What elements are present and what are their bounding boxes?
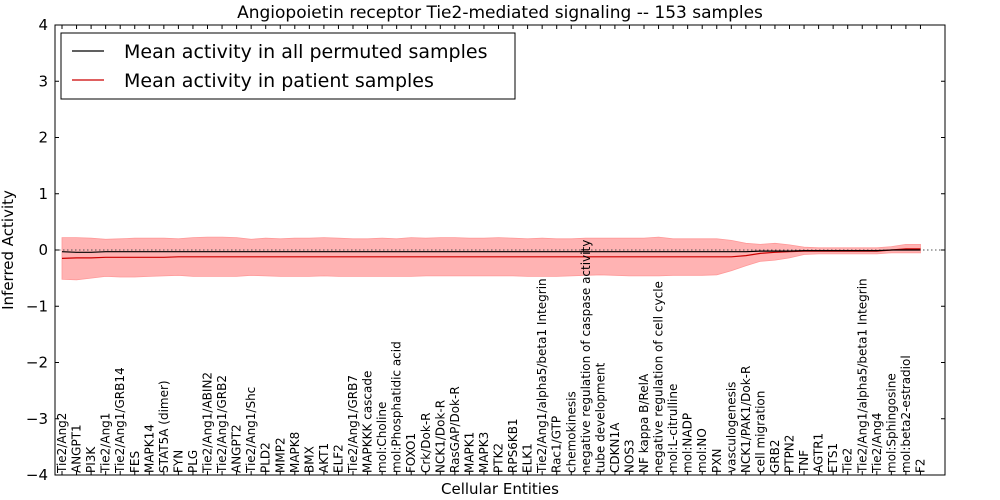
- x-tick-label: MMP2: [273, 437, 287, 473]
- x-tick-label: ELF2: [331, 444, 345, 473]
- x-tick-label: negative regulation of cell cycle: [652, 281, 666, 473]
- x-tick-label: mol:Sphingosine: [884, 373, 898, 473]
- x-tick-label: mol:Choline: [375, 402, 389, 473]
- x-tick-label: PXN: [710, 449, 724, 473]
- x-tick-label: RPS6KB1: [506, 418, 520, 473]
- x-tick-label: FYN: [171, 450, 185, 473]
- x-tick-label: STAT5A (dimer): [157, 380, 171, 473]
- y-tick-label: 1: [38, 185, 48, 203]
- series-line-permuted: [61, 249, 921, 253]
- x-tick-label: Tie2/Ang1/GRB7: [346, 375, 360, 474]
- legend: Mean activity in all permuted samples Me…: [60, 32, 516, 100]
- x-tick-label: AKT1: [317, 443, 331, 473]
- x-tick-label: F2: [914, 458, 928, 473]
- x-tick-label: NCK1/Dok-R: [433, 400, 447, 473]
- x-tick-label: negative regulation of caspase activity: [579, 240, 593, 473]
- x-tick-label: ELK1: [521, 443, 535, 473]
- x-tick-label: MAPK8: [288, 432, 302, 473]
- x-tick-label: AGTR1: [812, 433, 826, 473]
- x-tick-label: BMX: [302, 446, 316, 473]
- x-tick-label: vasculogenesis: [724, 382, 738, 473]
- x-tick-label: Tie2/Ang2: [55, 413, 69, 474]
- x-tick-label: PLG: [186, 450, 200, 473]
- x-tick-label: Tie2/Ang4: [870, 413, 884, 474]
- x-tick-label: Tie2/Ang1/GRB2: [215, 375, 229, 474]
- x-axis-label: Cellular Entities: [441, 480, 559, 498]
- x-tick-label: MAPK14: [142, 424, 156, 473]
- y-tick-label: −4: [26, 466, 48, 484]
- x-tick-label: GRB2: [768, 439, 782, 473]
- y-tick-label: −2: [26, 354, 48, 372]
- x-tick-label: mol:NO: [695, 428, 709, 473]
- x-tick-label: NF kappa B/RelA: [637, 373, 651, 473]
- x-tick-label: chemokinesis: [564, 391, 578, 473]
- x-axis: Tie2/Ang2 ANGPT1 PI3K Tie2/Ang1 Tie2/Ang1/GR…: [55, 25, 928, 475]
- x-tick-label: RasGAP/Dok-R: [448, 386, 462, 473]
- x-tick-label: FOXO1: [404, 433, 418, 473]
- series-line-patient: [61, 248, 921, 259]
- x-tick-label: MAPK3: [477, 432, 491, 473]
- x-tick-label: mol:NADP: [681, 413, 695, 473]
- y-tick-label: 2: [38, 129, 48, 147]
- x-tick-label: Crk/Dok-R: [419, 412, 433, 473]
- y-tick-label: 4: [38, 16, 48, 34]
- x-tick-label: ANGPT1: [70, 424, 84, 473]
- x-tick-label: CDKN1A: [608, 422, 622, 473]
- x-tick-label: mol:Phosphatidic acid: [390, 341, 404, 473]
- x-tick-label: NOS3: [623, 439, 637, 473]
- x-tick-label: Rac1/GTP: [550, 416, 564, 473]
- x-tick-label: PI3K: [84, 446, 98, 473]
- legend-label-permuted: Mean activity in all permuted samples: [124, 41, 487, 63]
- x-tick-label: Tie2/Ang1/ABIN2: [201, 372, 215, 474]
- chart-title: Angiopoietin receptor Tie2-mediated sign…: [237, 3, 763, 23]
- x-tick-label: mol:beta2-estradiol: [899, 355, 913, 473]
- x-tick-label: MAPK1: [462, 432, 476, 473]
- y-tick-label: −1: [26, 297, 48, 315]
- x-tick-label: Tie2/Ang1/alpha5/beta1 Integrin: [855, 278, 869, 474]
- patient-confidence-band: [61, 236, 921, 281]
- y-tick-label: −3: [26, 410, 48, 428]
- x-tick-label: PTPN2: [783, 435, 797, 473]
- x-tick-label: Tie2/Ang1/Shc: [244, 387, 258, 474]
- legend-box: [60, 32, 516, 100]
- legend-label-patient: Mean activity in patient samples: [124, 70, 434, 92]
- x-tick-label: ETS1: [826, 443, 840, 473]
- x-tick-label: cell migration: [753, 391, 767, 473]
- x-tick-label: mol:L-citrulline: [666, 384, 680, 473]
- x-tick-label: NCK1/PAK1/Dok-R: [739, 366, 753, 473]
- x-tick-label: Tie2: [841, 448, 855, 474]
- y-axis: −4 −3 −2 −1 0 1 2 3 4: [26, 16, 945, 484]
- x-tick-label: TNF: [797, 450, 811, 474]
- y-tick-label: 3: [38, 72, 48, 90]
- x-tick-label: PLD2: [259, 442, 273, 473]
- x-tick-label: ANGPT2: [230, 424, 244, 473]
- x-tick-label: FES: [128, 451, 142, 473]
- x-tick-label: tube development: [593, 362, 607, 473]
- y-tick-label: 0: [38, 241, 48, 259]
- x-tick-label: MAPKKK cascade: [361, 371, 375, 473]
- x-tick-label: PTK2: [492, 443, 506, 473]
- x-tick-label: Tie2/Ang1/GRB14: [113, 367, 127, 474]
- y-axis-label: Inferred Activity: [0, 190, 17, 310]
- x-tick-label: Tie2/Ang1/alpha5/beta1 Integrin: [535, 278, 549, 474]
- x-tick-label: Tie2/Ang1: [99, 413, 113, 474]
- plot-area: [55, 236, 945, 281]
